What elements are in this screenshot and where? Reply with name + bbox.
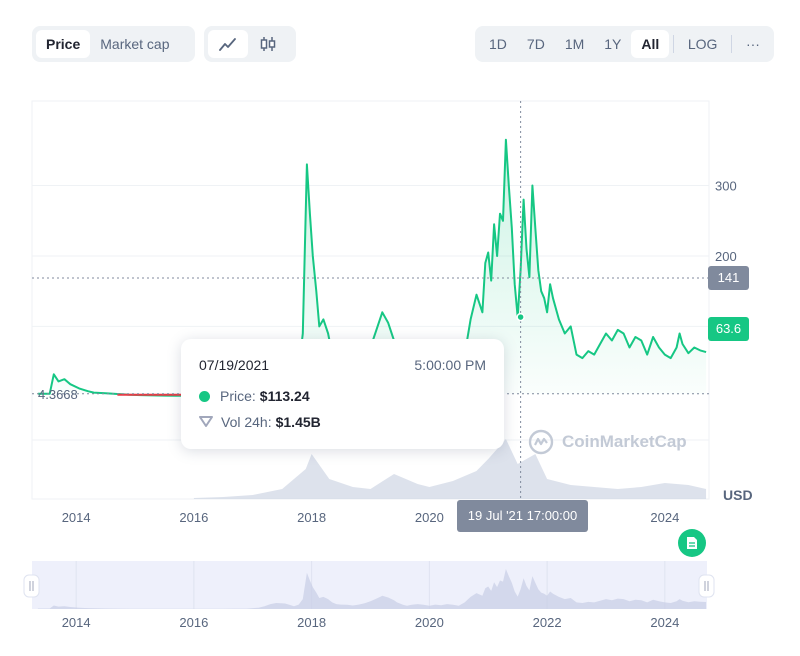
range-1d-button[interactable]: 1D xyxy=(489,36,507,52)
x-tick-label: 2020 xyxy=(415,510,444,525)
price-dot-icon xyxy=(199,390,210,402)
range-1m-button[interactable]: 1M xyxy=(564,36,585,52)
x-axis-ticks: 2014 2016 2018 2020 2024 xyxy=(62,510,680,525)
navigator-x-tick-label: 2024 xyxy=(650,615,679,630)
crosshair-date-label: 19 Jul '21 17:00:00 xyxy=(457,500,588,532)
navigator-x-tick-label: 2016 xyxy=(179,615,208,630)
tooltip-price-value: $113.24 xyxy=(259,388,310,404)
log-scale-button[interactable]: LOG xyxy=(687,36,718,52)
metric-toggle: Price Market cap xyxy=(32,26,195,62)
more-options-button[interactable]: ··· xyxy=(745,36,760,52)
candlestick-icon xyxy=(260,37,276,51)
tooltip-volume-value: $1.45B xyxy=(275,414,321,430)
y-tick-label: 300 xyxy=(715,179,737,194)
crosshair-price-tag: 141 xyxy=(708,266,749,290)
tooltip-volume-label: Vol 24h: xyxy=(221,414,272,430)
tab-price[interactable]: Price xyxy=(36,30,91,58)
candlestick-button[interactable] xyxy=(248,30,288,58)
navigator-window[interactable] xyxy=(32,561,707,609)
range-toggle: 1D 7D 1M 1Y All LOG ··· xyxy=(475,26,774,62)
navigator-x-tick-label: 2014 xyxy=(62,615,91,630)
navigator-area xyxy=(37,569,707,609)
x-tick-label: 2016 xyxy=(179,510,208,525)
range-all-button[interactable]: All xyxy=(631,30,670,58)
start-price-label: 4.3668 xyxy=(38,387,78,402)
chart-type-toggle xyxy=(204,26,296,62)
navigator-x-ticks: 2014 2016 2018 2020 2022 2024 xyxy=(62,615,680,630)
tooltip-price-label: Price: xyxy=(220,388,256,404)
toolbar-divider xyxy=(731,35,732,53)
current-price-tag: 63.6 xyxy=(708,317,749,341)
x-tick-label: 2024 xyxy=(650,510,679,525)
coinmarketcap-logo-icon xyxy=(528,429,554,455)
line-chart-button[interactable] xyxy=(208,30,248,58)
volume-shape xyxy=(193,439,707,499)
range-1y-button[interactable]: 1Y xyxy=(604,36,622,52)
hover-point xyxy=(516,312,525,322)
navigator-left-handle[interactable] xyxy=(23,574,40,598)
tooltip-date: 07/19/2021 xyxy=(199,357,270,373)
x-tick-label: 2018 xyxy=(297,510,326,525)
x-tick-label: 2014 xyxy=(62,510,91,525)
y-axis-ticks: 100200300 xyxy=(715,179,737,335)
price-area xyxy=(37,139,707,396)
toolbar-divider xyxy=(673,35,674,53)
volume-area xyxy=(193,439,707,499)
volume-icon xyxy=(199,416,213,428)
navigator-right-handle[interactable] xyxy=(698,574,715,598)
document-icon xyxy=(687,537,697,549)
watermark-text: CoinMarketCap xyxy=(562,432,687,451)
navigator-x-tick-label: 2022 xyxy=(533,615,562,630)
currency-label: USD xyxy=(723,487,753,503)
line-chart-icon xyxy=(219,38,236,51)
range-7d-button[interactable]: 7D xyxy=(526,36,545,52)
tooltip-time: 5:00:00 PM xyxy=(414,357,486,373)
note-button[interactable] xyxy=(678,529,706,557)
tab-market-cap[interactable]: Market cap xyxy=(100,36,170,52)
y-tick-label: 200 xyxy=(715,249,737,264)
navigator-x-tick-label: 2018 xyxy=(297,615,326,630)
watermark: CoinMarketCap xyxy=(528,429,687,455)
hover-tooltip: 07/19/2021 5:00:00 PM Price: $113.24 Vol… xyxy=(181,339,504,449)
navigator-x-tick-label: 2020 xyxy=(415,615,444,630)
